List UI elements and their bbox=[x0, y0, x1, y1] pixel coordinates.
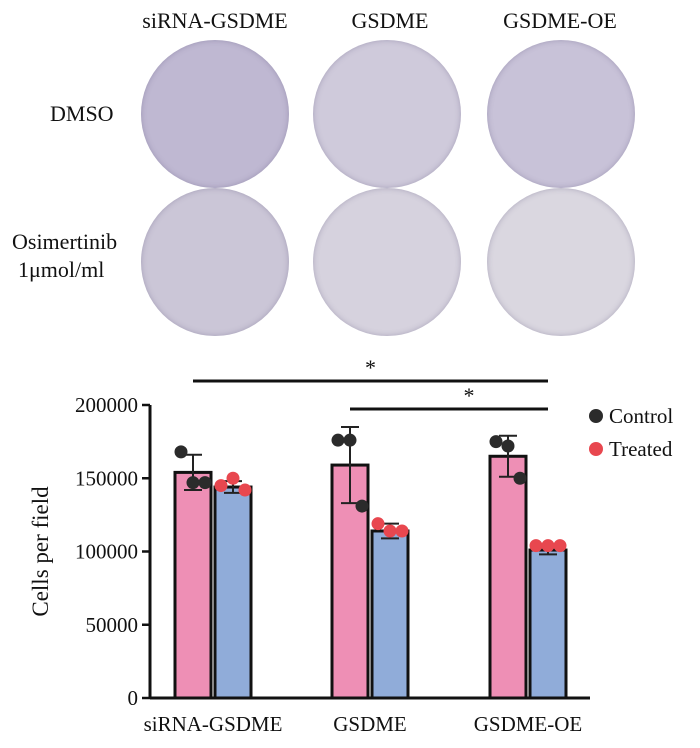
data-point bbox=[238, 483, 252, 497]
bar bbox=[370, 529, 410, 700]
data-point bbox=[395, 524, 409, 538]
legend-marker bbox=[589, 409, 603, 423]
data-point bbox=[489, 435, 503, 449]
data-point bbox=[383, 524, 397, 538]
data-point bbox=[343, 433, 357, 447]
well-image-dmso-sirna-gsdme bbox=[141, 40, 289, 188]
column-header-gsdme-oe: GSDME-OE bbox=[503, 8, 617, 33]
bar bbox=[528, 548, 568, 700]
data-point bbox=[355, 499, 369, 513]
row-label-osimertinib-line2: 1μmol/ml bbox=[18, 257, 105, 282]
data-point bbox=[529, 539, 543, 553]
x-tick-label: siRNA-GSDME bbox=[144, 712, 283, 736]
data-point bbox=[501, 439, 515, 453]
data-point bbox=[198, 476, 212, 490]
data-point bbox=[174, 445, 188, 459]
x-tick-label: GSDME-OE bbox=[474, 712, 583, 736]
y-tick-label: 0 bbox=[128, 686, 139, 710]
column-header-sirna-gsdme: siRNA-GSDME bbox=[142, 8, 288, 33]
legend-marker bbox=[589, 442, 603, 456]
well-image-dmso-gsdme-oe bbox=[487, 40, 635, 188]
well-image-osimertinib-gsdme-oe bbox=[487, 188, 635, 336]
row-label-osimertinib: Osimertinib 1μmol/ml bbox=[12, 228, 117, 284]
well-image-osimertinib-gsdme bbox=[313, 188, 461, 336]
data-point bbox=[541, 539, 555, 553]
well-image-osimertinib-sirna-gsdme bbox=[141, 188, 289, 336]
legend-label: Control bbox=[609, 404, 673, 428]
legend-label: Treated bbox=[609, 437, 673, 461]
x-tick-label: GSDME bbox=[333, 712, 407, 736]
y-tick-label: 200000 bbox=[75, 393, 138, 417]
data-point bbox=[371, 517, 385, 531]
significance-label: * bbox=[464, 383, 475, 408]
data-point bbox=[214, 479, 228, 493]
bar bbox=[173, 470, 213, 700]
bar bbox=[213, 485, 253, 700]
column-header-gsdme: GSDME bbox=[351, 8, 429, 33]
well-image-dmso-gsdme bbox=[313, 40, 461, 188]
y-tick-label: 100000 bbox=[75, 540, 138, 564]
row-label-dmso: DMSO bbox=[50, 100, 114, 128]
data-point bbox=[226, 471, 240, 485]
row-label-dmso-line1: DMSO bbox=[50, 101, 114, 126]
data-point bbox=[186, 476, 200, 490]
y-axis-title: Cells per field bbox=[28, 486, 53, 617]
data-point bbox=[513, 471, 527, 485]
data-point bbox=[331, 433, 345, 447]
row-label-osimertinib-line1: Osimertinib bbox=[12, 229, 118, 254]
significance-label: * bbox=[365, 355, 376, 380]
y-tick-label: 50000 bbox=[86, 613, 139, 637]
data-point bbox=[553, 539, 567, 553]
y-tick-label: 150000 bbox=[75, 466, 138, 490]
bar bbox=[488, 454, 528, 700]
